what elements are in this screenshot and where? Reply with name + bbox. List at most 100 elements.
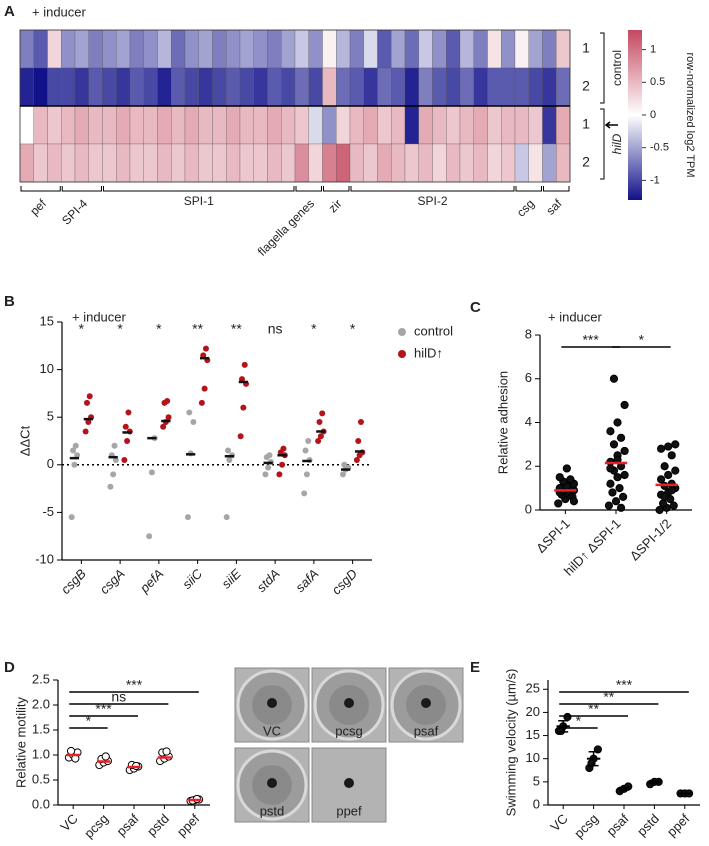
heatmap-cell <box>226 29 241 69</box>
y-tick-label: 5 <box>47 409 54 424</box>
heatmap-cell <box>473 29 488 69</box>
data-point <box>656 475 666 484</box>
data-point <box>616 503 626 512</box>
plate-label: VC <box>263 723 281 738</box>
heatmap-cell <box>267 105 282 145</box>
y-tick-label: 1.0 <box>32 746 50 761</box>
heatmap-cell <box>501 105 516 145</box>
error-bar <box>588 751 599 767</box>
significance-label: ns <box>268 321 283 337</box>
data-point <box>164 398 171 405</box>
group-label: flagella genes <box>255 196 317 258</box>
row-label: 2 <box>582 154 590 170</box>
data-point <box>606 479 615 488</box>
data-point <box>162 747 171 756</box>
significance-label: *** <box>95 701 112 717</box>
x-tick-label: ppef <box>664 811 693 840</box>
data-point <box>620 470 629 480</box>
heatmap-cell <box>514 105 529 145</box>
data-point <box>353 457 360 464</box>
heatmap-cell <box>418 105 433 145</box>
heatmap-cell <box>528 67 543 107</box>
group-bracket <box>103 186 295 192</box>
heatmap-cell <box>294 29 309 69</box>
y-axis-label: ΔΔCt <box>17 425 32 456</box>
heatmap-cell <box>239 29 254 69</box>
heatmap-cell <box>267 143 282 183</box>
heatmap-cell <box>171 29 186 69</box>
y-tick-label: 10 <box>40 361 54 376</box>
heatmap-cell <box>212 67 227 107</box>
heatmap-cell <box>542 29 557 69</box>
legend-label: control <box>414 323 453 338</box>
group-bracket <box>295 186 322 192</box>
data-point <box>569 497 579 506</box>
heatmap-cell <box>473 143 488 183</box>
heatmap-cell <box>212 29 227 69</box>
heatmap-cell <box>459 29 474 69</box>
significance-label: * <box>311 321 317 337</box>
significance-label: ** <box>231 321 242 337</box>
heatmap-cell <box>47 143 62 183</box>
panel-letter: C <box>470 299 481 316</box>
heatmap-cell <box>88 29 103 69</box>
data-point <box>86 393 93 400</box>
legend-marker <box>398 328 406 336</box>
heatmap-cell <box>253 67 268 107</box>
data-point <box>667 451 676 460</box>
data-point <box>357 418 364 425</box>
data-point <box>125 409 132 416</box>
data-point <box>671 466 680 475</box>
data-point <box>355 438 362 444</box>
y-tick-label: 2.5 <box>32 671 50 686</box>
heatmap-cell <box>446 29 461 69</box>
colorbar-label: row-normalized log2 TPM <box>684 52 696 177</box>
colony <box>421 698 431 708</box>
annotation: + inducer <box>548 309 603 324</box>
group-bracket <box>20 186 61 192</box>
heatmap-cell <box>404 143 419 183</box>
y-tick-label: 1.5 <box>32 721 50 736</box>
heatmap-cell <box>556 143 571 183</box>
heatmap-cell <box>336 67 351 107</box>
heatmap-cell <box>349 67 364 107</box>
heatmap-cell <box>556 67 571 107</box>
data-point <box>241 361 248 368</box>
data-point <box>184 514 191 521</box>
heatmap-cell <box>143 29 158 69</box>
data-point <box>655 505 664 515</box>
heatmap-cell <box>363 143 378 183</box>
data-point <box>200 352 207 359</box>
data-point <box>74 452 81 459</box>
heatmap-cell <box>88 105 103 145</box>
data-point <box>107 483 114 490</box>
heatmap-cell <box>404 29 419 69</box>
data-point <box>660 492 669 501</box>
heatmap-cell <box>212 143 227 183</box>
data-point <box>606 464 615 473</box>
heatmap-cell <box>171 67 186 107</box>
heatmap-cell <box>61 143 76 183</box>
heatmap-cell <box>446 143 461 183</box>
data-point <box>339 471 346 478</box>
data-point <box>305 438 312 444</box>
heatmap-cell <box>33 143 48 183</box>
data-point <box>671 440 680 449</box>
data-point <box>302 447 309 454</box>
x-tick-label: csgD <box>329 566 361 598</box>
group-bracket <box>61 186 102 192</box>
heatmap-cell <box>129 29 144 69</box>
heatmap-cell <box>129 67 144 107</box>
heatmap-cell <box>198 29 213 69</box>
data-point <box>615 484 624 493</box>
significance-label: * <box>576 713 582 729</box>
heatmap-cell <box>391 29 406 69</box>
heatmap-cell <box>446 105 461 145</box>
arrow <box>604 121 618 129</box>
significance-label: ** <box>192 321 203 337</box>
data-point <box>562 464 571 473</box>
heatmap-cell <box>74 105 89 145</box>
heatmap-cell <box>501 143 516 183</box>
error-bar <box>649 779 660 784</box>
colony <box>267 698 277 708</box>
